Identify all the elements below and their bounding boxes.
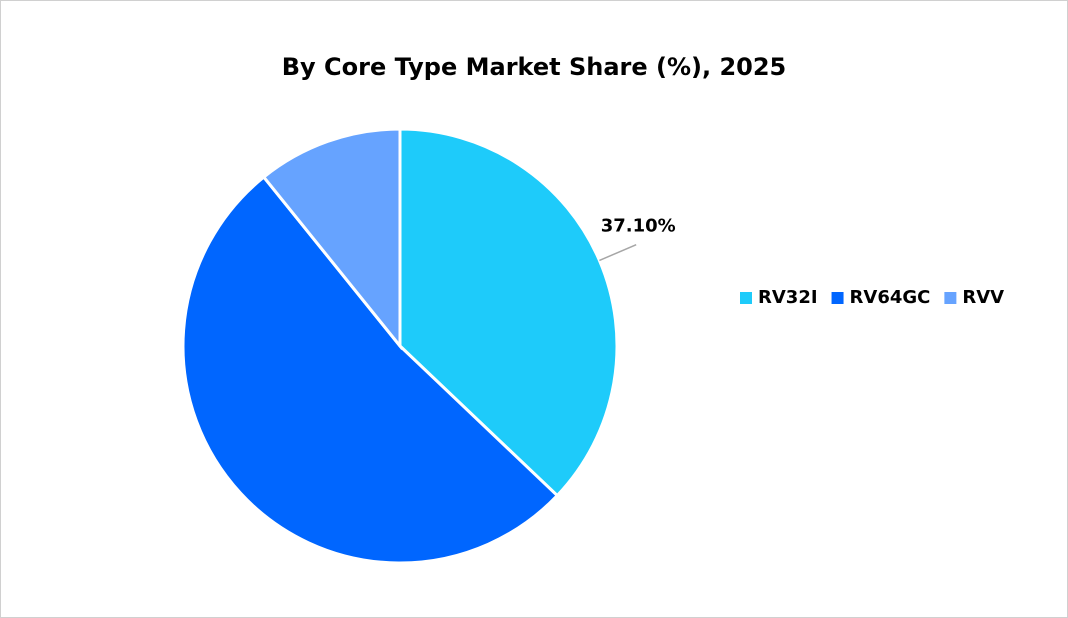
legend-label: RVV [962, 287, 1004, 308]
legend-swatch [944, 292, 957, 304]
legend-swatch [831, 292, 844, 304]
leader-line [599, 243, 637, 262]
pie-slice [261, 127, 402, 351]
pie-slice [181, 174, 560, 565]
legend-label: RV32I [758, 287, 818, 308]
chart-title: By Core Type Market Share (%), 2025 [282, 53, 786, 81]
data-label: 37.10% [601, 216, 676, 237]
legend-swatch [740, 292, 752, 304]
legend-label: RV64GC [850, 287, 931, 308]
